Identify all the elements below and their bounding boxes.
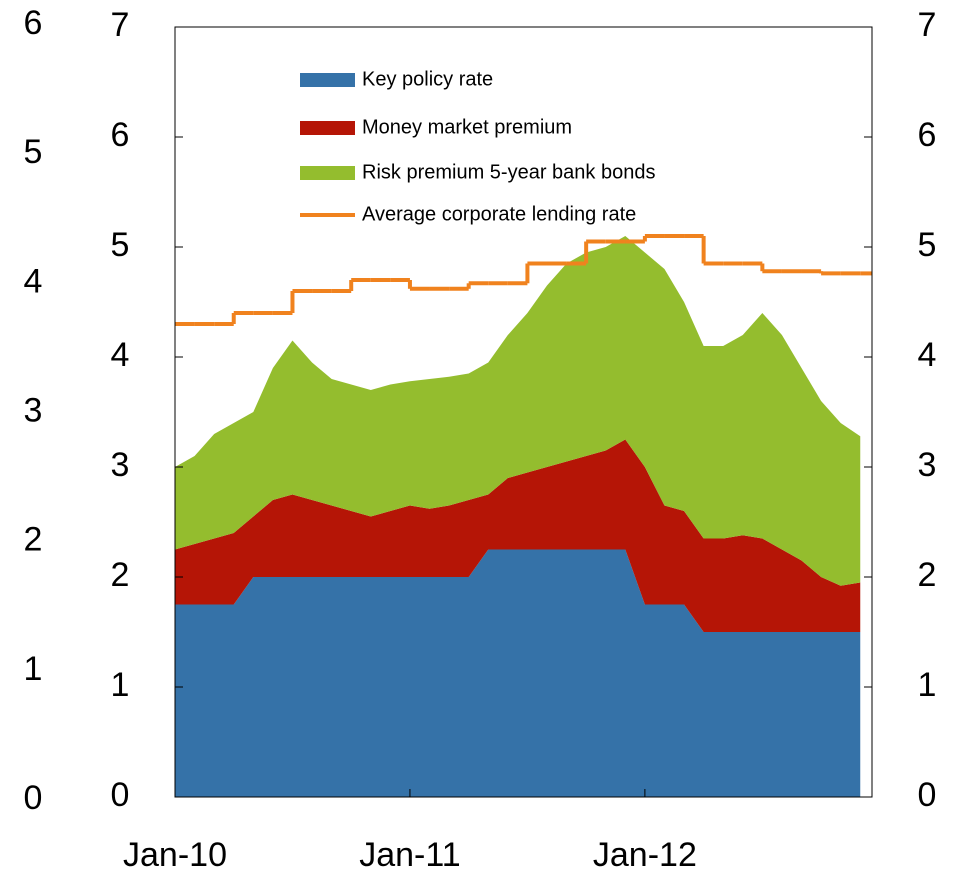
outer-tick-label: 4 bbox=[24, 262, 43, 300]
outer-tick-label: 6 bbox=[24, 4, 43, 42]
legend-label: Risk premium 5-year bank bonds bbox=[362, 161, 655, 183]
y2-tick-label: 5 bbox=[918, 226, 937, 264]
y2-tick-label: 4 bbox=[918, 336, 937, 374]
y2-tick-label: 1 bbox=[918, 666, 937, 704]
y2-tick-label: 2 bbox=[918, 556, 937, 594]
y-tick-label: 4 bbox=[111, 336, 130, 374]
legend-swatch bbox=[300, 166, 355, 180]
legend-swatch bbox=[300, 121, 355, 135]
area bbox=[175, 236, 861, 586]
legend-label: Money market premium bbox=[362, 116, 572, 138]
y2-tick-label: 7 bbox=[918, 6, 937, 44]
x-tick-label: Jan-12 bbox=[593, 836, 697, 874]
y-tick-label: 2 bbox=[111, 556, 130, 594]
outer-tick-label: 2 bbox=[24, 521, 43, 559]
y2-tick-label: 0 bbox=[918, 776, 937, 814]
y-tick-label: 1 bbox=[111, 666, 130, 704]
y2-tick-label: 6 bbox=[918, 116, 937, 154]
y-tick-label: 7 bbox=[111, 6, 130, 44]
outer-tick-label: 1 bbox=[24, 650, 43, 688]
outer-tick-label: 3 bbox=[24, 391, 43, 429]
y2-tick-label: 3 bbox=[918, 446, 937, 484]
legend-swatch bbox=[300, 73, 355, 87]
x-tick-label: Jan-10 bbox=[123, 836, 227, 874]
y-tick-label: 3 bbox=[111, 446, 130, 484]
outer-tick-label: 5 bbox=[24, 133, 43, 171]
area bbox=[175, 439, 861, 632]
legend-label: Average corporate lending rate bbox=[362, 203, 636, 225]
y-tick-label: 0 bbox=[111, 776, 130, 814]
x-tick-label: Jan-11 bbox=[359, 836, 460, 874]
y-tick-label: 5 bbox=[111, 226, 130, 264]
plot-frame bbox=[174, 26, 873, 798]
area bbox=[175, 549, 861, 797]
outer-tick-label: 0 bbox=[24, 779, 43, 817]
y-tick-label: 6 bbox=[111, 116, 130, 154]
legend-label: Key policy rate bbox=[362, 68, 493, 90]
